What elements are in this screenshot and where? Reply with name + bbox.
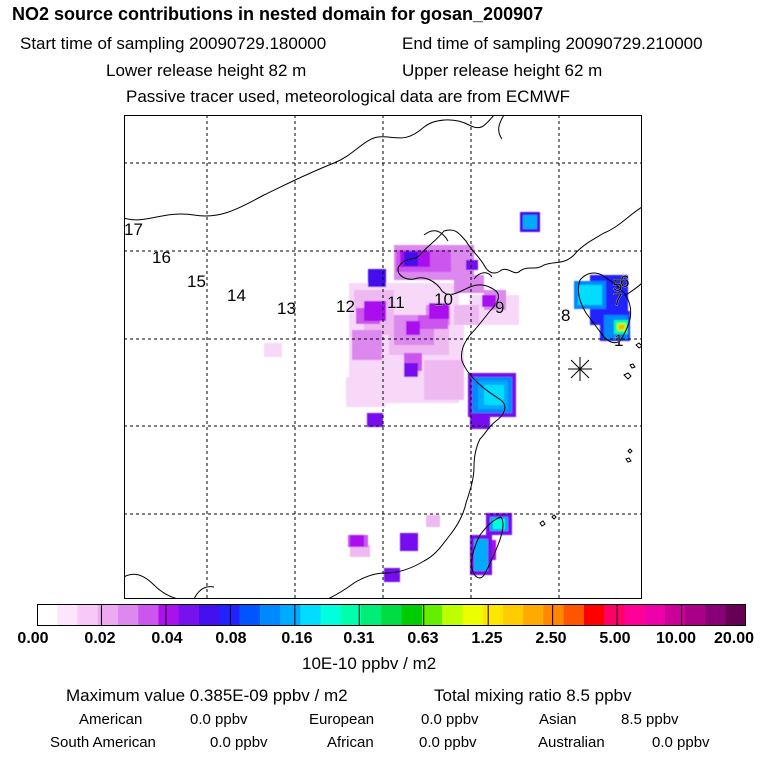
trajectory-label-17: 17 [124,220,143,239]
colorbar-swatch [158,604,180,626]
coastlines [124,115,642,599]
colorbar-swatch [361,604,382,626]
colorbar-tick-label: 2.50 [535,630,567,647]
colorbar-swatch [523,604,545,626]
trajectory-label-12: 12 [336,297,355,316]
colorbar-tick-label: 0.63 [407,630,439,647]
asian-value: 8.5 ppbv [621,711,679,728]
total-mixing-ratio: Total mixing ratio 8.5 ppbv [434,686,632,705]
colorbar-unit: 10E-10 ppbv / m2 [302,654,437,673]
colorbar-swatch [482,604,504,626]
colorbar-swatch [97,604,119,626]
end-time-label: End time of sampling 20090729.210000 [402,34,703,53]
colorbar-swatch [320,604,342,626]
map-frame [124,115,642,599]
colorbar-swatch [219,604,241,626]
colorbar-swatch [118,604,139,626]
colorbar-swatch [624,604,646,626]
colorbar-tick-label: 0.31 [343,630,375,647]
colorbar-tick-label: 0.00 [17,630,49,647]
colorbar-swatch [178,604,200,626]
trajectory-label-7: 7 [613,290,622,309]
australian-label: Australian [538,734,605,751]
african-value: 0.0 ppbv [419,734,477,751]
trajectory-label-16: 16 [152,248,171,267]
colorbar-swatch [381,604,403,626]
south-american-value: 0.0 ppbv [210,734,268,751]
colorbar-swatch [725,604,746,626]
colorbar-tick-label: 0.08 [215,630,247,647]
start-time-label: Start time of sampling 20090729.180000 [20,34,327,53]
colorbar [37,604,746,626]
colorbar-swatch [340,604,362,626]
colorbar-swatch [685,604,707,626]
trajectory-label-11: 11 [387,293,405,312]
european-value: 0.0 ppbv [421,711,479,728]
colorbar-swatch [563,604,585,626]
colorbar-swatch [77,604,99,626]
colorbar-swatch [37,604,58,626]
colorbar-swatch [502,604,524,626]
upper-release-label: Upper release height 62 m [402,61,603,80]
colorbar-swatch [442,604,463,626]
graticule [124,115,642,599]
max-value: Maximum value 0.385E-09 ppbv / m2 [66,686,348,705]
colorbar-swatch [583,604,605,626]
american-value: 0.0 ppbv [190,711,248,728]
colorbar-swatch [239,604,261,626]
colorbar-swatch [401,604,423,626]
african-label: African [327,734,374,751]
asian-label: Asian [539,711,577,728]
european-label: European [309,711,375,728]
trajectory-label-14: 14 [227,286,246,305]
colorbar-swatch [259,604,281,626]
colorbar-swatch [300,604,322,626]
concentration-map: 17 16 15 14 13 12 11 10 9 8 7 6 5 1 [124,115,642,599]
colorbar-swatch [705,604,727,626]
colorbar-tick-label: 0.04 [151,630,183,647]
colorbar-swatch [138,604,160,626]
colorbar-tick-label: 0.16 [281,630,313,647]
colorbar-swatch [604,604,626,626]
concentration-field [264,212,630,582]
plot-title: NO2 source contributions in nested domai… [12,4,544,24]
trajectory-label-5: 5 [613,276,622,295]
colorbar-tick-label: 1.25 [471,630,503,647]
colorbar-tick-label: 0.02 [84,630,116,647]
south-american-label: South American [50,734,156,751]
colorbar-swatch [644,604,666,626]
colorbar-swatch [199,604,220,626]
colorbar-swatch [421,604,443,626]
trajectory-label-9: 9 [495,298,504,317]
colorbar-swatch [57,604,79,626]
asterisk-icon [568,357,592,381]
colorbar-tick-label: 20.00 [713,630,755,647]
trajectory-label-8: 8 [561,306,570,325]
colorbar-tick-label: 10.00 [655,630,697,647]
colorbar-swatch [462,604,484,626]
lower-release-label: Lower release height 82 m [106,61,307,80]
trajectory-label-1: 1 [614,331,623,350]
american-label: American [79,711,143,728]
colorbar-swatch [664,604,686,626]
trajectory-label-15: 15 [187,272,206,291]
trajectory-label-6: 6 [620,272,629,291]
trajectory-label-13: 13 [277,299,296,318]
trajectory-label-10: 10 [434,290,453,309]
australian-value: 0.0 ppbv [652,734,710,751]
colorbar-swatch [543,604,565,626]
colorbar-swatch [280,604,301,626]
tracer-note: Passive tracer used, meteorological data… [126,87,571,106]
colorbar-tick-label: 5.00 [599,630,631,647]
